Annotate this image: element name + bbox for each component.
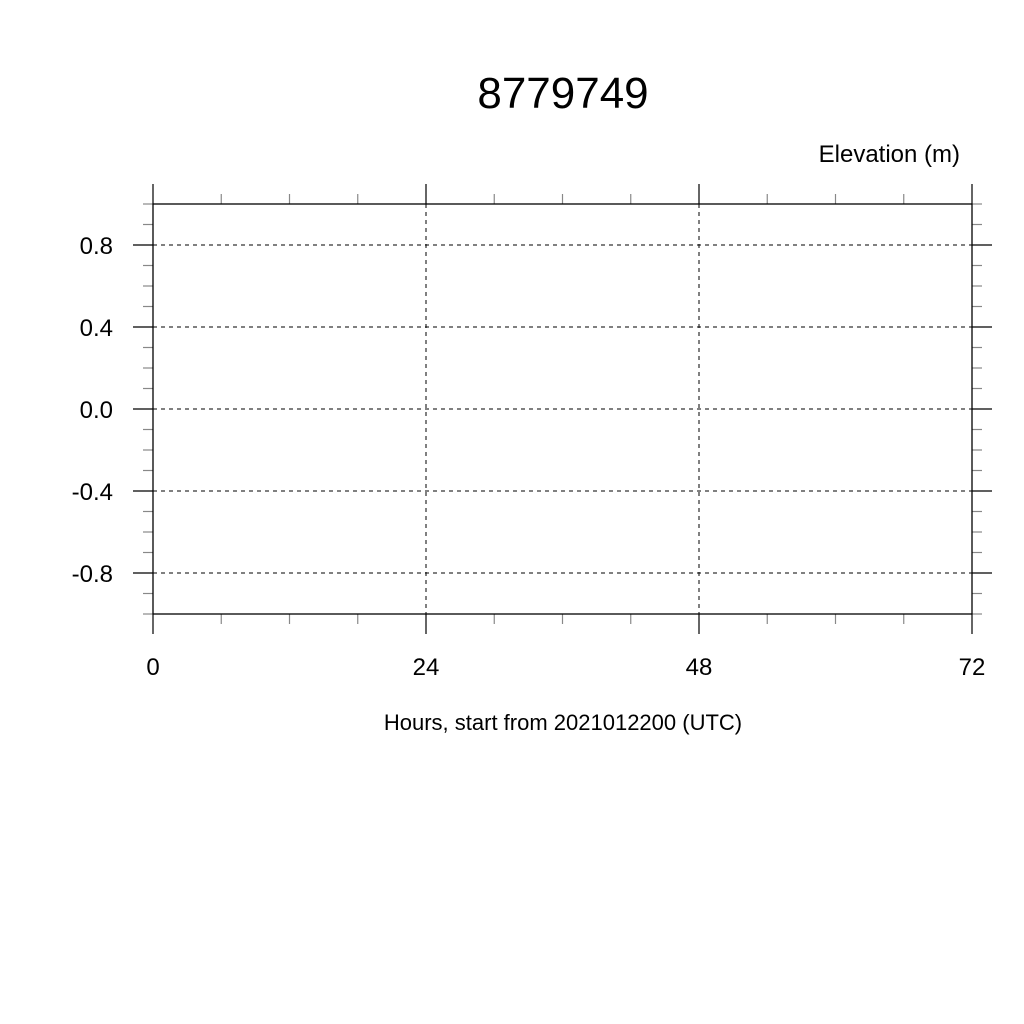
y-tick-label: 0.0 <box>80 397 113 424</box>
x-tick-labels: 0 24 48 72 <box>146 654 985 681</box>
y-tick-label: 0.4 <box>80 315 113 342</box>
y-axis-label: Elevation (m) <box>819 141 960 168</box>
x-tick-label: 24 <box>413 654 440 681</box>
y-tick-label: -0.4 <box>72 479 113 506</box>
y-tick-label: 0.8 <box>80 233 113 260</box>
y-tick-labels: 0.8 0.4 0.0 -0.4 -0.8 <box>72 233 113 588</box>
x-tick-label: 72 <box>959 654 986 681</box>
axis-ticks <box>133 184 992 634</box>
x-axis-label: Hours, start from 2021012200 (UTC) <box>384 710 742 735</box>
chart-title: 8779749 <box>477 69 648 118</box>
grid-lines <box>153 204 972 614</box>
y-tick-label: -0.8 <box>72 561 113 588</box>
x-tick-label: 48 <box>686 654 713 681</box>
plot-frame <box>152 203 973 615</box>
x-tick-label: 0 <box>146 654 159 681</box>
